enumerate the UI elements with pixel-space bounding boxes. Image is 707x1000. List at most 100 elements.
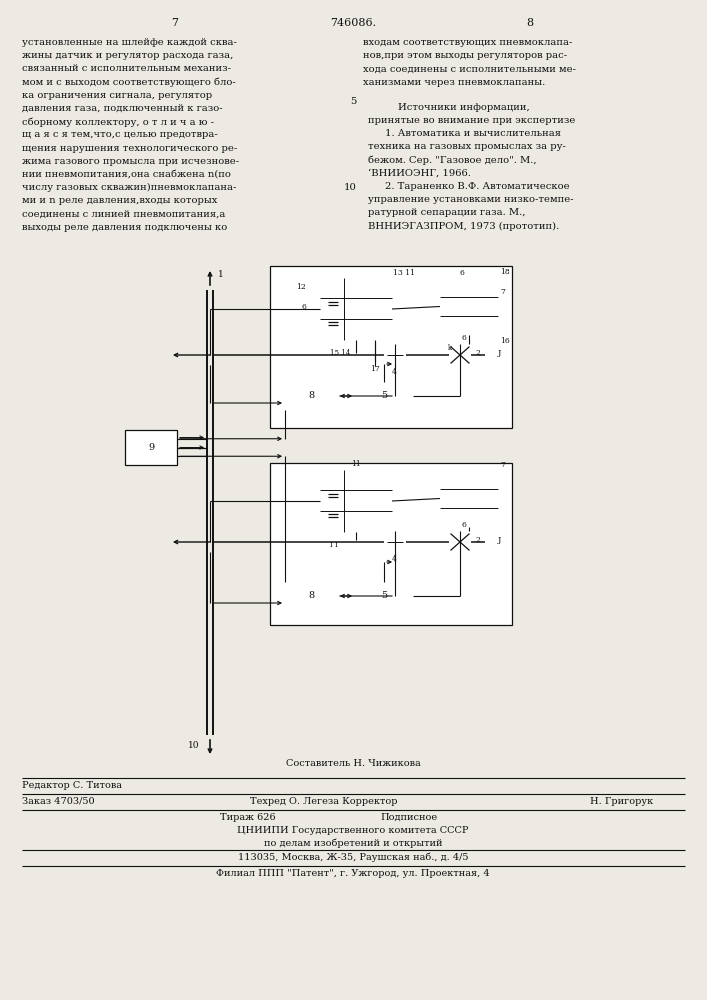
Text: 5: 5 xyxy=(350,97,356,106)
Text: J: J xyxy=(498,536,501,544)
Circle shape xyxy=(371,519,375,523)
Circle shape xyxy=(384,344,406,366)
Text: 5: 5 xyxy=(381,391,387,400)
Text: установленные на шлейфе каждой сква-: установленные на шлейфе каждой сква- xyxy=(22,38,237,47)
Circle shape xyxy=(354,327,357,331)
Bar xyxy=(285,582,337,610)
Text: Источники информации,: Источники информации, xyxy=(398,103,530,112)
Text: Филиал ППП "Патент", г. Ужгород, ул. Проектная, 4: Филиал ППП "Патент", г. Ужгород, ул. Про… xyxy=(216,869,490,878)
Text: хода соединены с исполнительными ме-: хода соединены с исполнительными ме- xyxy=(363,64,576,73)
Text: 6: 6 xyxy=(462,521,467,529)
Text: Составитель Н. Чижикова: Составитель Н. Чижикова xyxy=(286,759,421,768)
Text: I I: I I xyxy=(330,541,338,549)
Text: щ а я с я тем,что,с целью предотвра-: щ а я с я тем,что,с целью предотвра- xyxy=(22,130,218,139)
Text: входам соответствующих пневмоклапа-: входам соответствующих пневмоклапа- xyxy=(363,38,573,47)
Text: нии пневмопитания,она снабжена n(по: нии пневмопитания,она снабжена n(по xyxy=(22,170,231,179)
Text: 4: 4 xyxy=(392,555,397,563)
Text: 15 14: 15 14 xyxy=(330,349,350,357)
Text: щения нарушения технологического ре-: щения нарушения технологического ре- xyxy=(22,144,238,153)
Text: 7: 7 xyxy=(500,288,505,296)
Text: жима газового промысла при исчезнове-: жима газового промысла при исчезнове- xyxy=(22,157,239,166)
Bar xyxy=(125,430,177,465)
Circle shape xyxy=(470,477,474,481)
Circle shape xyxy=(452,304,456,308)
Text: Редактор С. Титова: Редактор С. Титова xyxy=(22,781,122,790)
Bar xyxy=(320,278,392,340)
Text: жины датчик и регулятор расхода газа,: жины датчик и регулятор расхода газа, xyxy=(22,51,233,60)
Circle shape xyxy=(449,531,471,553)
Text: 10: 10 xyxy=(188,740,199,750)
Bar xyxy=(270,463,512,625)
Text: 1: 1 xyxy=(218,270,223,279)
Text: Н. Григорук: Н. Григорук xyxy=(590,797,653,806)
Text: связанный с исполнительным механиз-: связанный с исполнительным механиз- xyxy=(22,64,231,73)
Text: управление установками низко-темпе-: управление установками низко-темпе- xyxy=(368,195,573,204)
Circle shape xyxy=(470,496,474,500)
Circle shape xyxy=(452,285,456,289)
Text: ханизмами через пневмоклапаны.: ханизмами через пневмоклапаны. xyxy=(363,78,545,87)
Text: 5: 5 xyxy=(381,591,387,600)
Text: 13 11: 13 11 xyxy=(393,269,415,277)
Text: выходы реле давления подключены ко: выходы реле давления подключены ко xyxy=(22,223,227,232)
Text: бежом. Сер. "Газовое дело". М.,: бежом. Сер. "Газовое дело". М., xyxy=(368,155,537,165)
Text: ВННИЭГАЗПРОМ, 1973 (прототип).: ВННИЭГАЗПРОМ, 1973 (прототип). xyxy=(368,221,559,231)
Circle shape xyxy=(354,306,357,310)
Text: 7: 7 xyxy=(172,18,178,28)
Text: 746086.: 746086. xyxy=(330,18,376,28)
Text: 4: 4 xyxy=(392,368,397,376)
Text: 2: 2 xyxy=(475,349,480,357)
Circle shape xyxy=(452,515,456,519)
Bar xyxy=(320,470,392,532)
Text: 8: 8 xyxy=(527,18,534,28)
Text: Техред О. Легеза Корректор: Техред О. Легеза Корректор xyxy=(250,797,397,806)
Text: сборному коллектору, о т л и ч а ю -: сборному коллектору, о т л и ч а ю - xyxy=(22,117,214,127)
Text: Подписное: Подписное xyxy=(380,813,437,822)
Circle shape xyxy=(371,285,375,289)
Text: 8: 8 xyxy=(308,591,314,600)
Text: 12: 12 xyxy=(296,283,306,291)
Text: ратурной сепарации газа. М.,: ратурной сепарации газа. М., xyxy=(368,208,525,217)
Circle shape xyxy=(330,479,334,482)
Circle shape xyxy=(452,477,456,481)
Circle shape xyxy=(354,477,357,481)
Circle shape xyxy=(452,323,456,327)
Text: 8: 8 xyxy=(308,391,314,400)
Bar xyxy=(440,470,498,527)
Text: 6: 6 xyxy=(301,303,306,311)
Text: Заказ 4703/50: Заказ 4703/50 xyxy=(22,797,95,806)
Circle shape xyxy=(354,498,357,502)
Circle shape xyxy=(485,350,495,360)
Circle shape xyxy=(371,306,375,310)
Text: принятые во внимание при экспертизе: принятые во внимание при экспертизе xyxy=(368,116,575,125)
Text: 6: 6 xyxy=(462,334,467,342)
Text: ʻВНИИОЭНГ, 1966.: ʻВНИИОЭНГ, 1966. xyxy=(368,169,471,178)
Text: 6: 6 xyxy=(460,269,465,277)
Circle shape xyxy=(371,477,375,481)
Text: 16: 16 xyxy=(500,337,510,345)
Text: нов,при этом выходы регуляторов рас-: нов,при этом выходы регуляторов рас- xyxy=(363,51,567,60)
Text: мом и с выходом соответствующего бло-: мом и с выходом соответствующего бло- xyxy=(22,78,235,87)
Text: 18: 18 xyxy=(500,268,510,276)
Circle shape xyxy=(354,285,357,289)
Text: соединены с линией пневмопитания,а: соединены с линией пневмопитания,а xyxy=(22,210,226,219)
Circle shape xyxy=(470,515,474,519)
Text: ка ограничения сигнала, регулятор: ка ограничения сигнала, регулятор xyxy=(22,91,212,100)
Circle shape xyxy=(470,304,474,308)
Text: 17: 17 xyxy=(370,365,380,373)
Circle shape xyxy=(371,498,375,502)
Circle shape xyxy=(470,285,474,289)
Text: 9: 9 xyxy=(148,443,154,452)
Bar xyxy=(285,382,337,410)
Text: давления газа, подключенный к газо-: давления газа, подключенный к газо- xyxy=(22,104,223,113)
Circle shape xyxy=(322,479,325,482)
Circle shape xyxy=(354,519,357,523)
Text: техника на газовых промыслах за ру-: техника на газовых промыслах за ру- xyxy=(368,142,566,151)
Circle shape xyxy=(365,342,385,362)
Circle shape xyxy=(330,286,334,290)
Bar xyxy=(355,582,413,610)
Circle shape xyxy=(371,327,375,331)
Text: J: J xyxy=(498,349,501,357)
Bar xyxy=(440,278,498,335)
Text: Тираж 626: Тираж 626 xyxy=(220,813,276,822)
Text: числу газовых скважин)пневмоклапана-: числу газовых скважин)пневмоклапана- xyxy=(22,183,236,192)
